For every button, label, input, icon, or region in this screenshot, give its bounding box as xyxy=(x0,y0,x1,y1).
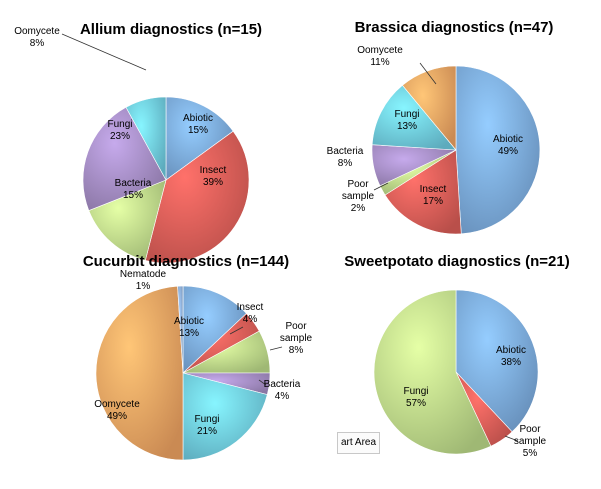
slice-label: Nematode 1% xyxy=(120,269,167,292)
chart-area-tooltip: art Area xyxy=(337,432,381,454)
pie-slice-insect[interactable] xyxy=(144,130,250,264)
slice-label: Insect 4% xyxy=(237,302,264,325)
leader-line xyxy=(258,379,267,386)
pie-slice-oomycete[interactable] xyxy=(402,65,457,151)
pie-slice-abiotic[interactable] xyxy=(165,96,234,181)
chart-title: Sweetpotato diagnostics (n=21) xyxy=(344,253,569,270)
pie-chart-1[interactable]: Allium diagnostics (n=15) Abiotic 15% Insec… xyxy=(14,21,262,264)
leader-line xyxy=(373,182,389,191)
leader-line xyxy=(269,346,283,351)
pie-chart-3[interactable]: Cucurbit diagnostics (n=144) Abiotic 13% In… xyxy=(83,253,313,461)
leader-line xyxy=(504,435,519,442)
leader-line xyxy=(419,62,437,85)
slice-label: Poor sample 5% xyxy=(514,424,547,459)
pie-slice-oomycete[interactable] xyxy=(95,285,184,461)
slice-label: Fungi 13% xyxy=(394,109,419,132)
pie-slice-fungi[interactable] xyxy=(182,372,268,461)
slice-label: Poor sample 8% xyxy=(280,321,313,356)
slice-label: Poor sample 2% xyxy=(342,179,375,214)
pie-slice-insect[interactable] xyxy=(384,149,462,235)
slice-label: Abiotic 13% xyxy=(174,316,204,339)
chart-title: Cucurbit diagnostics (n=144) xyxy=(83,253,289,270)
pie-slice-oomycete[interactable] xyxy=(125,96,167,181)
slice-label: Fungi 57% xyxy=(403,386,428,409)
pie-slice-abiotic[interactable] xyxy=(455,289,539,433)
slice-label: Bacteria 4% xyxy=(264,379,301,402)
slice-label: Bacteria 8% xyxy=(327,146,364,169)
pie-chart-4[interactable]: Sweetpotato diagnostics (n=21) Abiotic 38%… xyxy=(344,253,569,459)
slice-label: Oomycete 11% xyxy=(357,45,403,68)
pie-slice-fungi[interactable] xyxy=(82,106,167,211)
pie-chart-2[interactable]: Brassica diagnostics (n=47) Abiotic 49% Ins… xyxy=(327,19,554,235)
pie-slice-bacteria[interactable] xyxy=(88,179,167,261)
slice-label: Oomycete 8% xyxy=(14,26,60,49)
pie-slice-nematode[interactable] xyxy=(177,285,184,374)
chart-title: Brassica diagnostics (n=47) xyxy=(355,19,554,36)
slice-label: Bacteria 15% xyxy=(115,178,152,201)
pie-slice-abiotic[interactable] xyxy=(182,285,247,374)
slice-label: Fungi 21% xyxy=(194,414,219,437)
pie-slice-abiotic[interactable] xyxy=(455,65,541,235)
slice-label: Fungi 23% xyxy=(107,119,132,142)
slice-label: Abiotic 49% xyxy=(493,134,523,157)
pie-slice-fungi[interactable] xyxy=(373,289,492,455)
pie-slice-fungi[interactable] xyxy=(371,84,457,151)
slice-label: Abiotic 15% xyxy=(183,113,213,136)
slice-label: Insect 39% xyxy=(200,165,227,188)
chart-title: Allium diagnostics (n=15) xyxy=(80,21,262,38)
slice-label: Oomycete 49% xyxy=(94,399,140,422)
leader-line xyxy=(61,33,147,71)
leader-line xyxy=(229,326,244,335)
slice-label: Insect 17% xyxy=(420,184,447,207)
slice-label: Abiotic 38% xyxy=(496,345,526,368)
